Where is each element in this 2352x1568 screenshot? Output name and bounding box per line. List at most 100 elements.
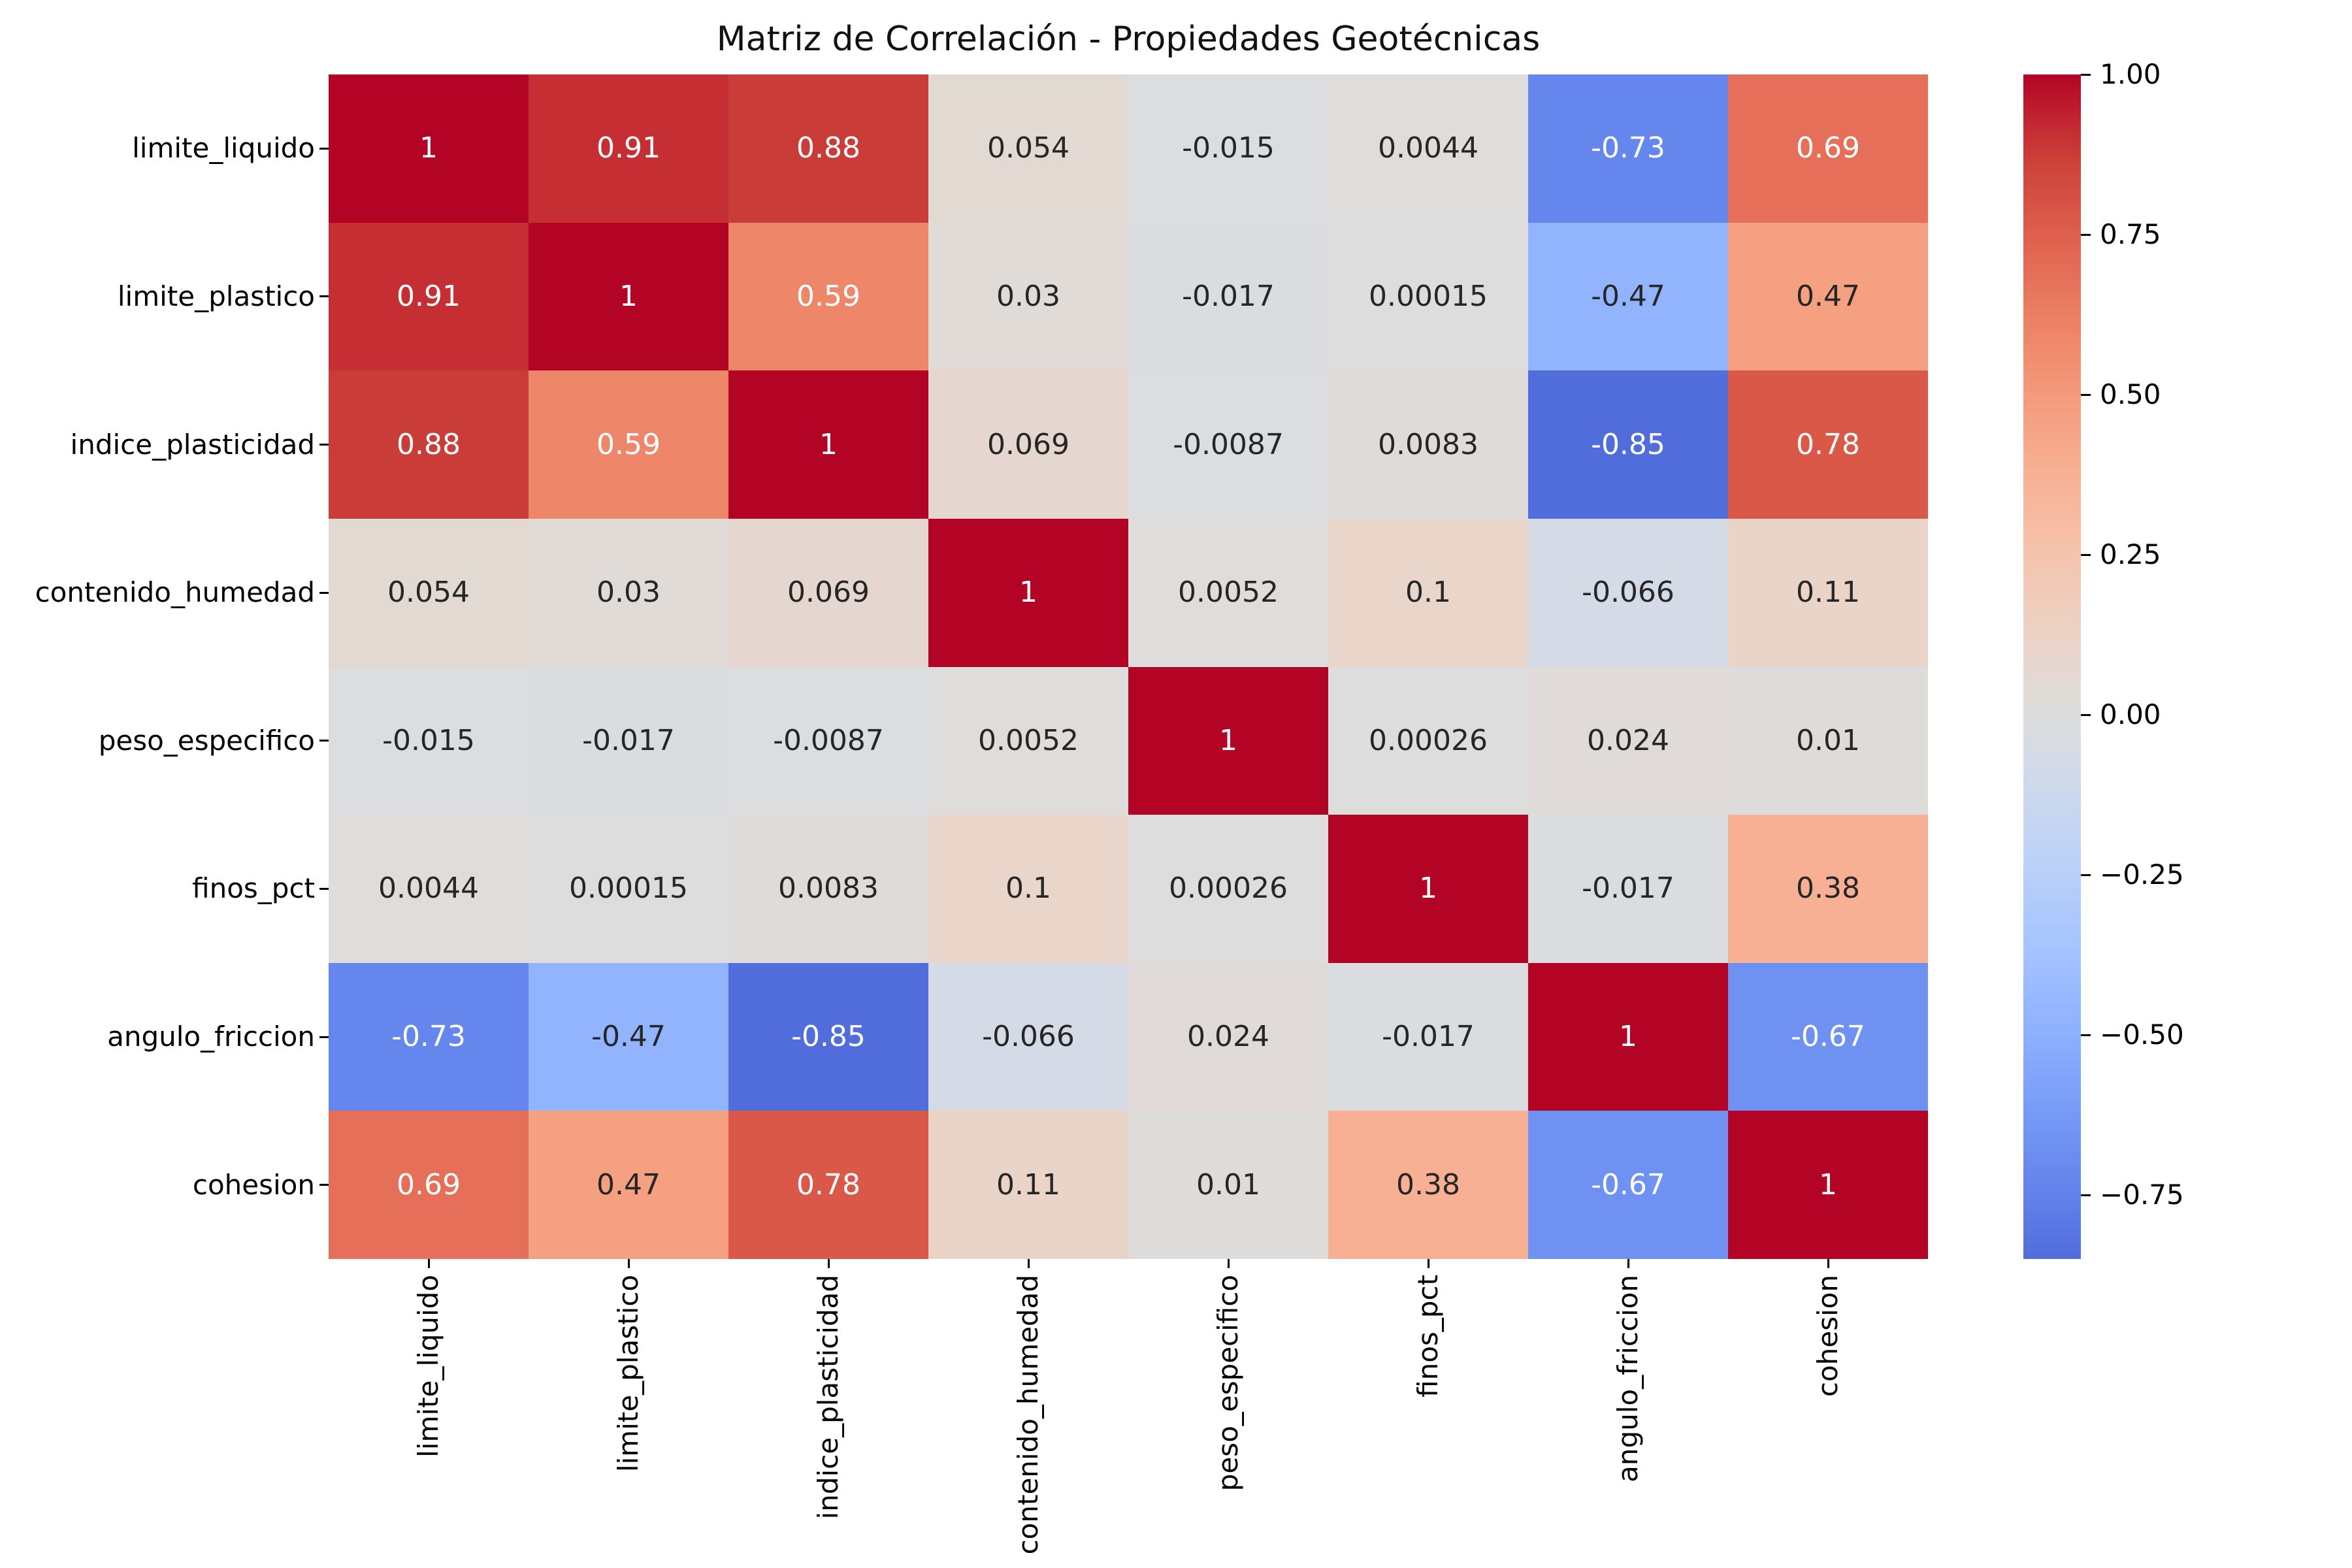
colorbar-tick: [2081, 73, 2091, 76]
y-axis-tick: [319, 147, 329, 150]
heatmap-cell: -0.066: [1528, 518, 1728, 667]
y-axis-label: finos_pct: [192, 872, 315, 905]
heatmap-cell: 0.78: [1728, 370, 1928, 519]
heatmap-cell: 0.0044: [329, 815, 529, 963]
heatmap-cell: 0.88: [329, 370, 529, 519]
x-axis-tick: [627, 1259, 630, 1268]
heatmap-cell: -0.85: [1528, 370, 1728, 519]
heatmap-cell: -0.47: [529, 962, 728, 1111]
heatmap-cell: 0.59: [728, 222, 928, 371]
heatmap-cell: 0.11: [1728, 518, 1928, 667]
heatmap-cell: -0.73: [1528, 74, 1728, 223]
colorbar-tick-label: 0.00: [2100, 698, 2161, 730]
heatmap-cell: 0.78: [728, 1111, 928, 1259]
heatmap-cell: 0.00015: [529, 815, 728, 963]
heatmap-cell: 0.069: [728, 518, 928, 667]
heatmap-cell: 0.0052: [1128, 518, 1328, 667]
heatmap-cell: -0.015: [1128, 74, 1328, 223]
heatmap-cell: 0.11: [928, 1111, 1128, 1259]
heatmap-cell: 0.00015: [1328, 222, 1528, 371]
colorbar-tick-label: 0.50: [2100, 378, 2161, 410]
heatmap-cell: 1: [1328, 815, 1528, 963]
heatmap-cell: -0.017: [529, 666, 728, 815]
x-axis-tick: [1827, 1259, 1829, 1268]
heatmap-cell: 0.054: [329, 518, 529, 667]
colorbar-tick-label: 1.00: [2100, 58, 2161, 90]
colorbar-tick: [2081, 713, 2091, 716]
heatmap-cell: 0.054: [928, 74, 1128, 223]
colorbar-tick: [2081, 874, 2091, 876]
y-axis-tick: [319, 887, 329, 890]
colorbar-tick: [2081, 393, 2091, 396]
heatmap-cell: 0.03: [928, 222, 1128, 371]
heatmap-cell: 0.024: [1528, 666, 1728, 815]
colorbar-tick-label: −0.75: [2100, 1179, 2184, 1211]
y-axis-label: limite_plastico: [117, 280, 315, 312]
heatmap-cell: 0.69: [329, 1111, 529, 1259]
heatmap-cell: -0.67: [1728, 962, 1928, 1111]
heatmap-cell: 0.069: [928, 370, 1128, 519]
heatmap-cell: 0.1: [928, 815, 1128, 963]
heatmap-cell: 1: [1528, 962, 1728, 1111]
y-axis-label: cohesion: [192, 1168, 315, 1201]
colorbar-tick: [2081, 1194, 2091, 1196]
colorbar-tick-label: 0.25: [2100, 538, 2161, 570]
heatmap-cell: 0.03: [529, 518, 728, 667]
heatmap-cell: 1: [1728, 1111, 1928, 1259]
heatmap-cell: -0.0087: [1128, 370, 1328, 519]
chart-title: Matriz de Correlación - Propiedades Geot…: [716, 20, 1541, 59]
heatmap-cell: 1: [1128, 666, 1328, 815]
heatmap-cell: -0.85: [728, 962, 928, 1111]
heatmap-cell: 0.0052: [928, 666, 1128, 815]
heatmap-cell: 0.38: [1728, 815, 1928, 963]
heatmap-cell: -0.017: [1128, 222, 1328, 371]
colorbar-tick: [2081, 553, 2091, 556]
heatmap-cell: 0.01: [1728, 666, 1928, 815]
heatmap-cell: -0.066: [928, 962, 1128, 1111]
heatmap-cell: 0.59: [529, 370, 728, 519]
heatmap-cell: 0.47: [529, 1111, 728, 1259]
heatmap-cell: -0.015: [329, 666, 529, 815]
colorbar-tick: [2081, 233, 2091, 236]
heatmap-cell: 0.1: [1328, 518, 1528, 667]
colorbar-tick-label: −0.25: [2100, 858, 2184, 890]
x-axis-tick: [1627, 1259, 1629, 1268]
x-axis-tick: [1227, 1259, 1230, 1268]
y-axis-tick: [319, 1036, 329, 1038]
colorbar-tick: [2081, 1034, 2091, 1036]
y-axis-tick: [319, 1184, 329, 1186]
heatmap-cell: 0.88: [728, 74, 928, 223]
heatmap-cell: -0.017: [1528, 815, 1728, 963]
heatmap-cell: -0.017: [1328, 962, 1528, 1111]
heatmap-cell: 1: [329, 74, 529, 223]
y-axis-label: limite_liquido: [132, 132, 315, 165]
heatmap-cell: 1: [728, 370, 928, 519]
y-axis-tick: [319, 591, 329, 594]
colorbar-tick-label: −0.50: [2100, 1019, 2184, 1051]
heatmap-cell: 0.00026: [1128, 815, 1328, 963]
heatmap-cell: 0.91: [329, 222, 529, 371]
heatmap-cell: 0.00026: [1328, 666, 1528, 815]
heatmap-cell: -0.73: [329, 962, 529, 1111]
heatmap-cell: 0.38: [1328, 1111, 1528, 1259]
y-axis-tick: [319, 295, 329, 298]
y-axis-tick: [319, 740, 329, 742]
heatmap-cell: 0.024: [1128, 962, 1328, 1111]
heatmap-cell: 1: [928, 518, 1128, 667]
x-axis-tick: [1027, 1259, 1030, 1268]
heatmap-cell: 0.0083: [728, 815, 928, 963]
heatmap-cell: -0.0087: [728, 666, 928, 815]
heatmap-cell: -0.47: [1528, 222, 1728, 371]
x-axis-tick: [827, 1259, 830, 1268]
y-axis-tick: [319, 444, 329, 446]
colorbar-tick-label: 0.75: [2100, 218, 2161, 250]
y-axis-label: peso_especifico: [98, 724, 315, 757]
heatmap-cell: -0.67: [1528, 1111, 1728, 1259]
x-axis-tick: [427, 1259, 430, 1268]
y-axis-label: indice_plasticidad: [70, 428, 315, 461]
y-axis-label: contenido_humedad: [35, 576, 315, 609]
y-axis-label: angulo_friccion: [107, 1021, 315, 1053]
heatmap-cell: 0.47: [1728, 222, 1928, 371]
heatmap-cell: 0.0083: [1328, 370, 1528, 519]
x-axis-tick: [1427, 1259, 1429, 1268]
